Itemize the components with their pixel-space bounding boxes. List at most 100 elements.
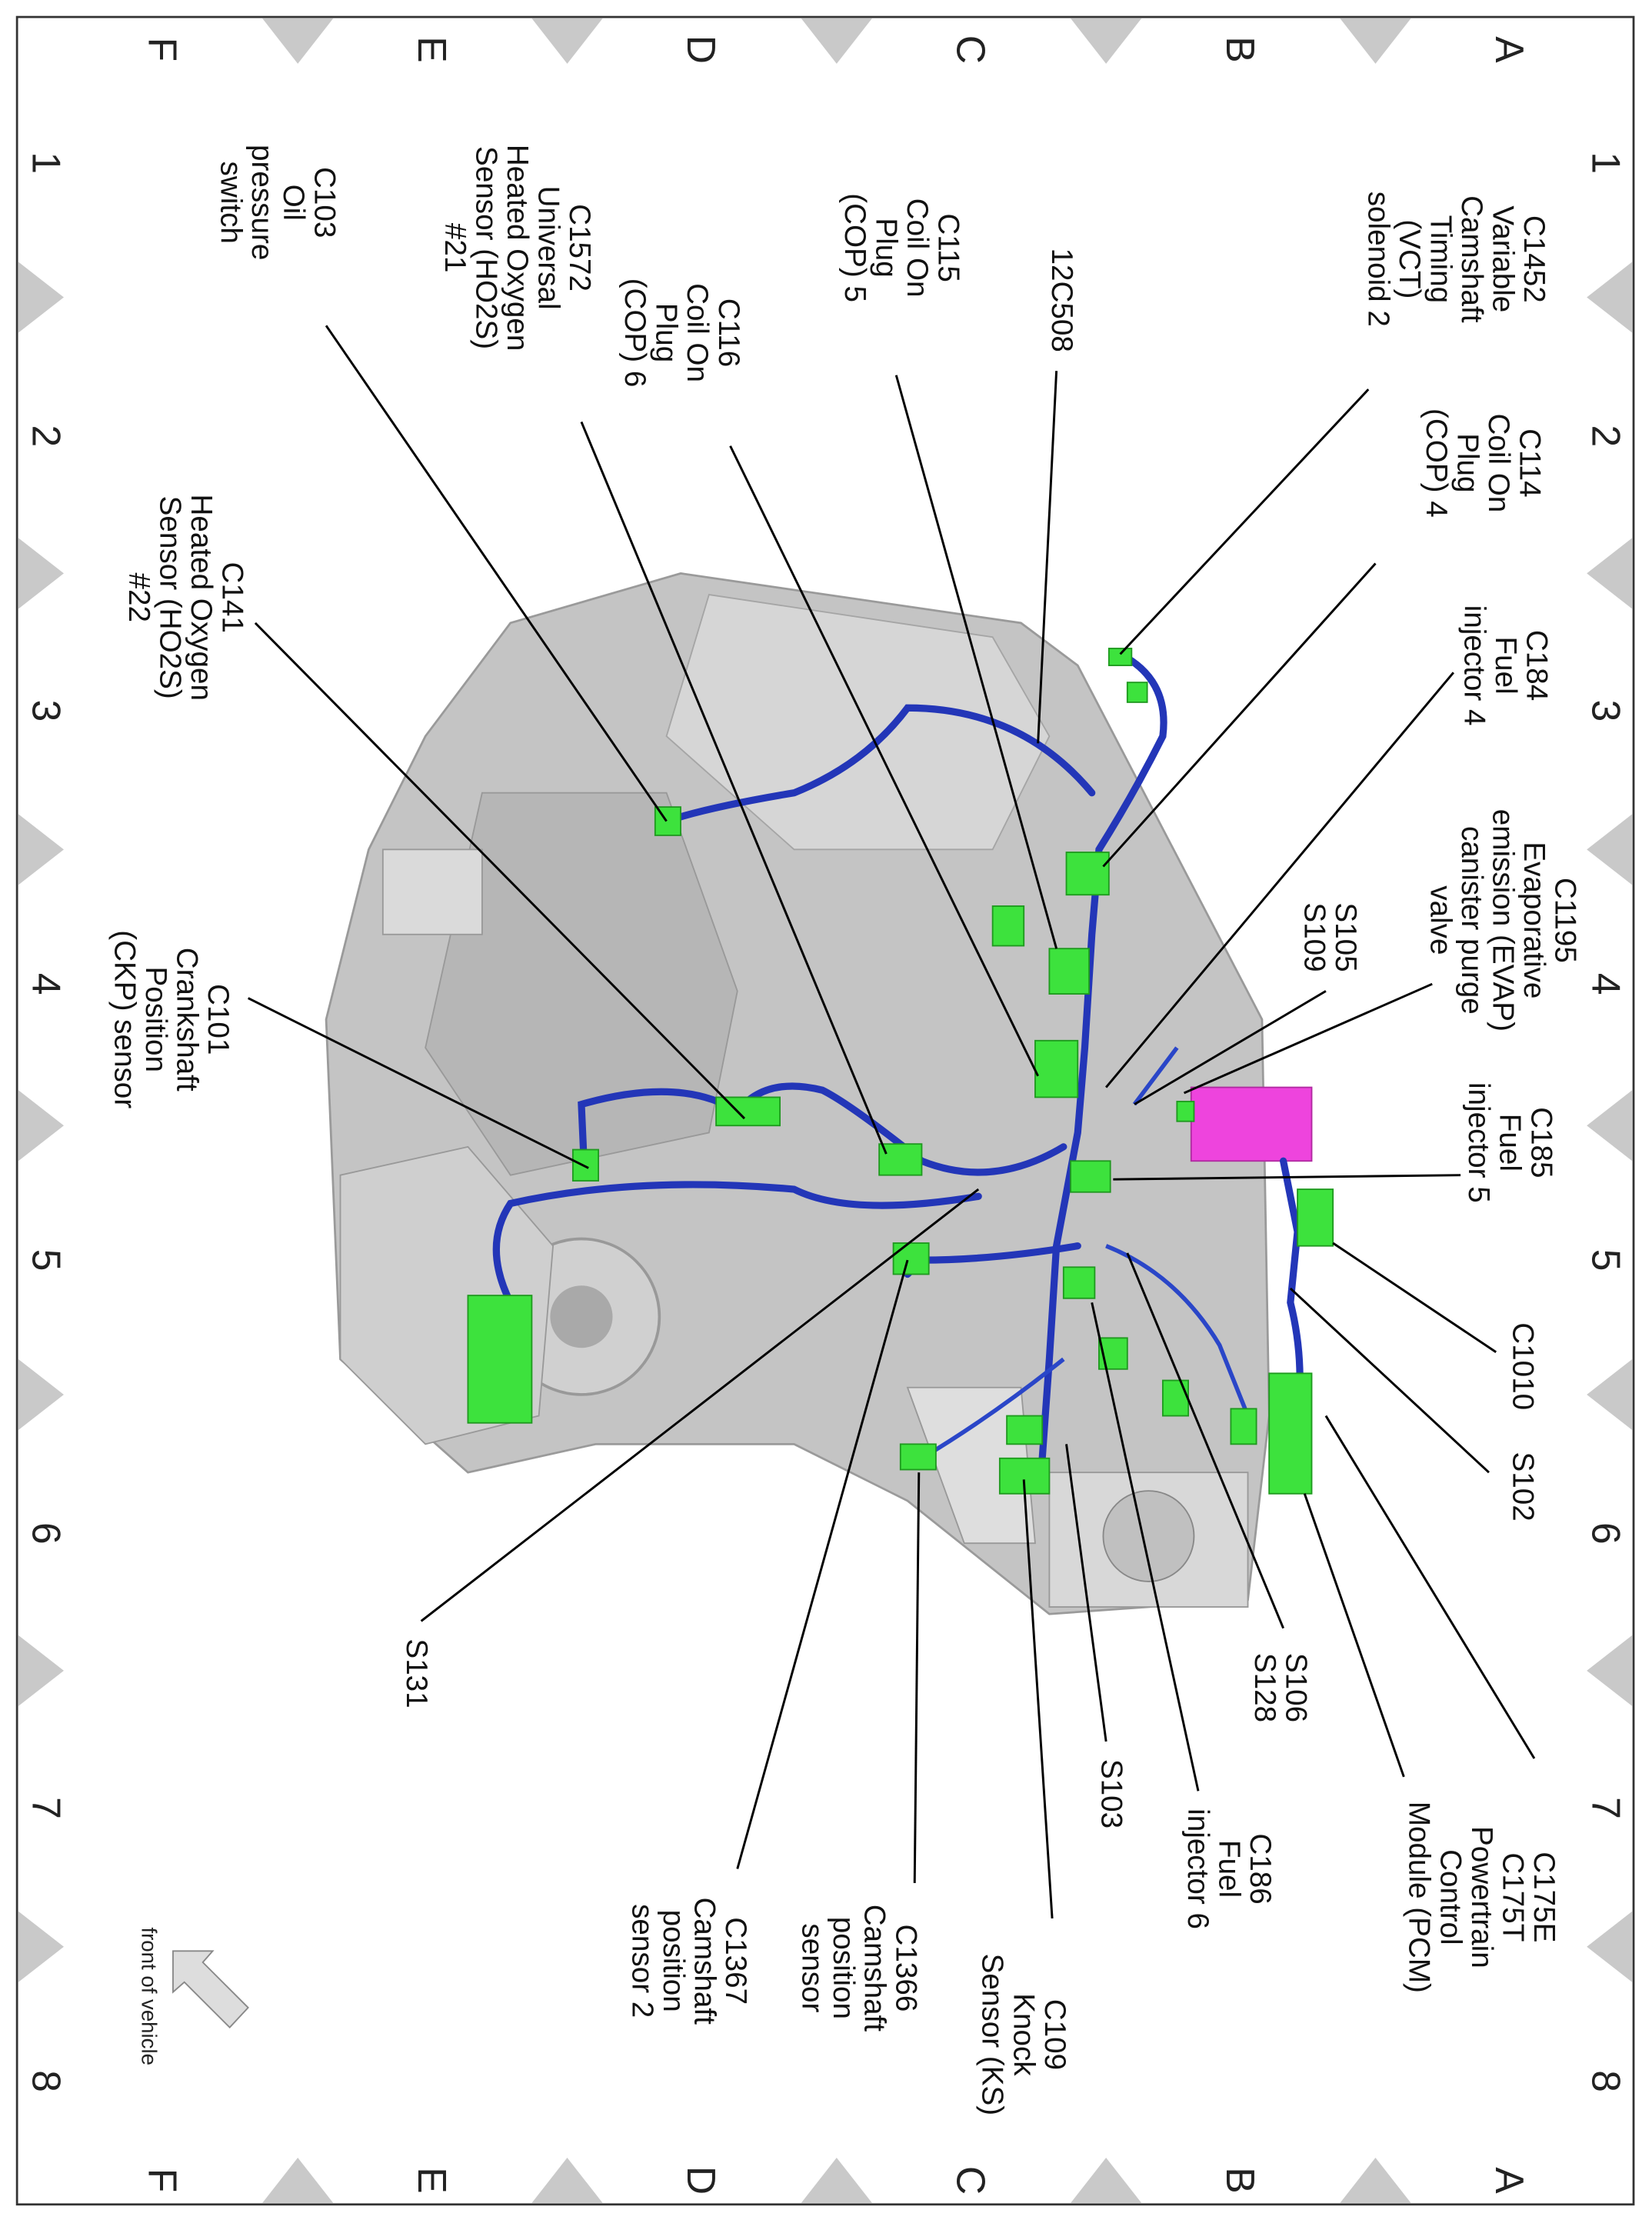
label-c1366: C1366Camshaftpositionsensor [796, 1905, 923, 2032]
label-line: emission (EVAP) [1486, 809, 1519, 1032]
label-c175e: C175EC175TPowertrainControlModule (PCM) [1403, 1802, 1560, 1993]
label-line: C116 [712, 298, 745, 368]
grid-labels: 1 1 2 2 3 3 4 4 5 5 6 6 7 7 8 8 A A B B C C D D E E F F [24, 35, 1628, 2195]
label-line: C1572 [563, 204, 596, 292]
label-line: Knock [1007, 1993, 1040, 2076]
grid-column-label: 8 [1584, 2070, 1629, 2092]
label-line: S109 [1297, 902, 1331, 972]
front-of-vehicle-indicator: front of vehicle [137, 1927, 249, 2065]
label-line: C175E [1527, 1852, 1560, 1942]
grid-marker-triangle [1340, 2158, 1411, 2203]
label-c101: C101CrankshaftPosition(CKP) sensor [108, 930, 235, 1108]
label-line: Variable [1486, 205, 1519, 312]
connectors [467, 648, 1334, 1495]
label-line: position [657, 1910, 690, 2012]
grid-marker-triangle [1587, 1090, 1633, 1162]
grid-marker-triangle [1071, 18, 1142, 64]
grid-column-label: 2 [1584, 425, 1629, 448]
grid-column-label: 3 [1584, 700, 1629, 722]
label-line: #22 [122, 572, 155, 622]
grid-marker-triangle [1340, 18, 1411, 64]
grid-marker-triangle [18, 1635, 64, 1706]
grid-row-label: A [1487, 2167, 1532, 2194]
grid-marker-triangle [531, 18, 603, 64]
grid-column-label: 2 [24, 425, 68, 448]
label-line: S131 [400, 1638, 433, 1708]
diagram-frame [15, 15, 1635, 2206]
grid-column-label: 3 [24, 700, 68, 722]
label-line: S128 [1248, 1653, 1281, 1722]
leader-lines [248, 325, 1536, 1919]
grid-row-label: D [679, 35, 724, 64]
label-c109: C109KnockSensor (KS) [976, 1954, 1071, 2115]
label-line: canister purge [1455, 826, 1488, 1015]
label-line: Control [1434, 1849, 1467, 1945]
label-line: C109 [1038, 1999, 1071, 2070]
grid-row-label: B [1218, 36, 1263, 62]
label-line: C1010 [1506, 1322, 1539, 1410]
label-line: solenoid 2 [1361, 192, 1394, 327]
grid-marker-triangle [18, 1911, 64, 1982]
label-line: (VCT) [1393, 219, 1426, 298]
grid-row-label: D [679, 2166, 724, 2195]
label-line: (COP) 4 [1420, 408, 1453, 518]
label-line: Timing [1424, 215, 1457, 304]
label-c115: C115Coil OnPlug(COP) 5 [838, 193, 965, 302]
label-line: C115 [932, 213, 965, 282]
label-line: (COP) 5 [838, 193, 871, 302]
grid-marker-triangle [18, 1358, 64, 1430]
grid-marker-triangle [1587, 262, 1633, 333]
label-c1367: C1367Camshaftpositionsensor 2 [625, 1897, 752, 2025]
grid-column-label: 4 [1584, 973, 1629, 995]
label-line: C186 [1244, 1833, 1277, 1904]
grid-column-label: 8 [24, 2070, 68, 2092]
label-line: C185 [1524, 1107, 1557, 1178]
grid-column-label: 6 [1584, 1522, 1629, 1545]
grid-marker-triangle [18, 1090, 64, 1162]
grid-marker-triangle [531, 2158, 603, 2203]
label-line: C101 [202, 984, 235, 1055]
grid-column-label: 5 [24, 1249, 68, 1272]
label-line: C114 [1514, 428, 1547, 498]
label-line: Powertrain [1465, 1826, 1498, 1968]
label-line: Oil [277, 185, 310, 221]
grid-marker-triangle [1071, 2158, 1142, 2203]
grid-marker-triangle [1587, 1635, 1633, 1706]
label-12c508: 12C508 [1045, 248, 1078, 352]
label-s105: S105S109 [1297, 902, 1362, 972]
label-line: C103 [308, 167, 341, 238]
label-c185: C185Fuelinjector 5 [1462, 1082, 1557, 1203]
label-line: C184 [1520, 630, 1554, 701]
label-line: Evaporative [1517, 842, 1550, 998]
label-line: S105 [1329, 902, 1362, 972]
grid-row-label: E [410, 36, 455, 62]
grid-row-label: B [1218, 2167, 1263, 2193]
arrow-icon [172, 1950, 249, 2029]
label-c1572: C1572UniversalHeated OxygenSensor (HO2S)… [438, 145, 596, 351]
label-line: Coil On [901, 198, 934, 298]
label-c114: C114Coil OnPlug(COP) 4 [1420, 408, 1547, 518]
label-line: C1452 [1517, 215, 1550, 303]
grid-row-label: E [410, 2167, 455, 2193]
label-line: C1195 [1549, 878, 1582, 963]
label-line: (CKP) sensor [108, 930, 141, 1108]
label-s131: S131 [400, 1638, 433, 1708]
label-line: Coil On [1482, 413, 1515, 512]
grid-marker-triangle [801, 2158, 872, 2203]
pcm-connector [1190, 1086, 1313, 1162]
label-line: Camshaft [858, 1905, 891, 2032]
label-s102: S102 [1506, 1452, 1539, 1521]
grid-row-label: C [949, 2166, 994, 2195]
grid-row-label: F [141, 2168, 185, 2192]
label-line: position [827, 1917, 860, 2019]
label-line: S106 [1279, 1653, 1312, 1722]
label-c116: C116Coil OnPlug(COP) 6 [618, 278, 745, 388]
front-of-vehicle-label: front of vehicle [137, 1927, 161, 2065]
grid-column-label: 1 [1584, 152, 1629, 174]
label-s103: S103 [1095, 1759, 1128, 1828]
grid-markers [18, 18, 1633, 2203]
label-line: pressure [245, 145, 278, 260]
label-line: Camshaft [1455, 195, 1488, 323]
label-line: (COP) 6 [618, 278, 651, 388]
